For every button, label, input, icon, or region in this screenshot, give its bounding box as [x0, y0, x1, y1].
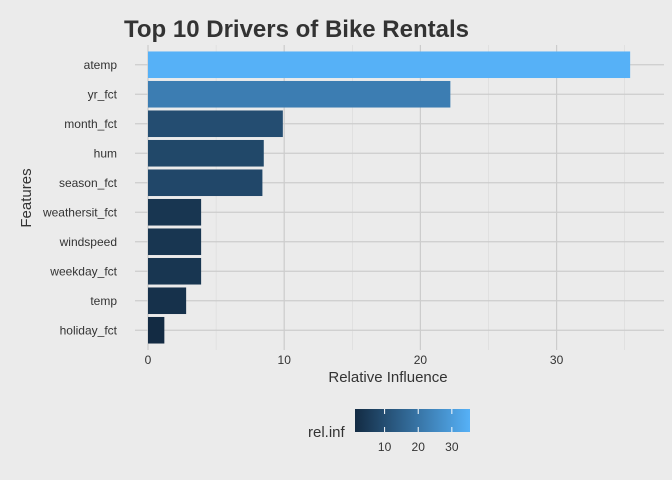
y-tick-label: atemp [84, 58, 118, 72]
legend-tick-label: 10 [378, 440, 392, 454]
y-tick-label: yr_fct [88, 87, 118, 101]
legend-tick-label: 30 [445, 440, 459, 454]
y-tick-label: season_fct [59, 176, 118, 190]
legend-colorbar [355, 409, 470, 432]
bar-yr-fct [148, 80, 451, 108]
bar-holiday-fct [148, 316, 165, 344]
bar-month-fct [148, 110, 283, 138]
y-tick-label: holiday_fct [60, 323, 118, 337]
chart-title: Top 10 Drivers of Bike Rentals [124, 16, 469, 43]
legend-title: rel.inf [308, 424, 346, 441]
x-tick-label: 30 [550, 353, 564, 367]
legend: rel.inf 10 20 30 [308, 409, 470, 454]
bar-atemp [148, 51, 631, 79]
y-tick-label: month_fct [64, 117, 117, 131]
y-tick-label: windspeed [59, 235, 117, 249]
x-axis: 0 10 20 30 [145, 353, 564, 367]
bar-season-fct [148, 169, 263, 197]
y-tick-label: hum [94, 146, 117, 160]
x-axis-label: Relative Influence [328, 369, 447, 386]
y-tick-label: temp [90, 294, 117, 308]
y-tick-label: weekday_fct [49, 264, 117, 278]
plot-panel [135, 45, 664, 350]
bar-weekday-fct [148, 257, 202, 285]
bar-temp [148, 287, 187, 315]
legend-tick-label: 20 [412, 440, 426, 454]
x-tick-label: 0 [145, 353, 152, 367]
legend-ticks: 10 20 30 [378, 409, 459, 454]
bar-weathersit-fct [148, 198, 202, 226]
y-tick-label: weathersit_fct [42, 205, 118, 219]
bar-hum [148, 139, 264, 167]
y-axis-label: Features [18, 168, 35, 227]
x-tick-label: 10 [278, 353, 292, 367]
bar-windspeed [148, 228, 202, 256]
x-tick-label: 20 [414, 353, 428, 367]
